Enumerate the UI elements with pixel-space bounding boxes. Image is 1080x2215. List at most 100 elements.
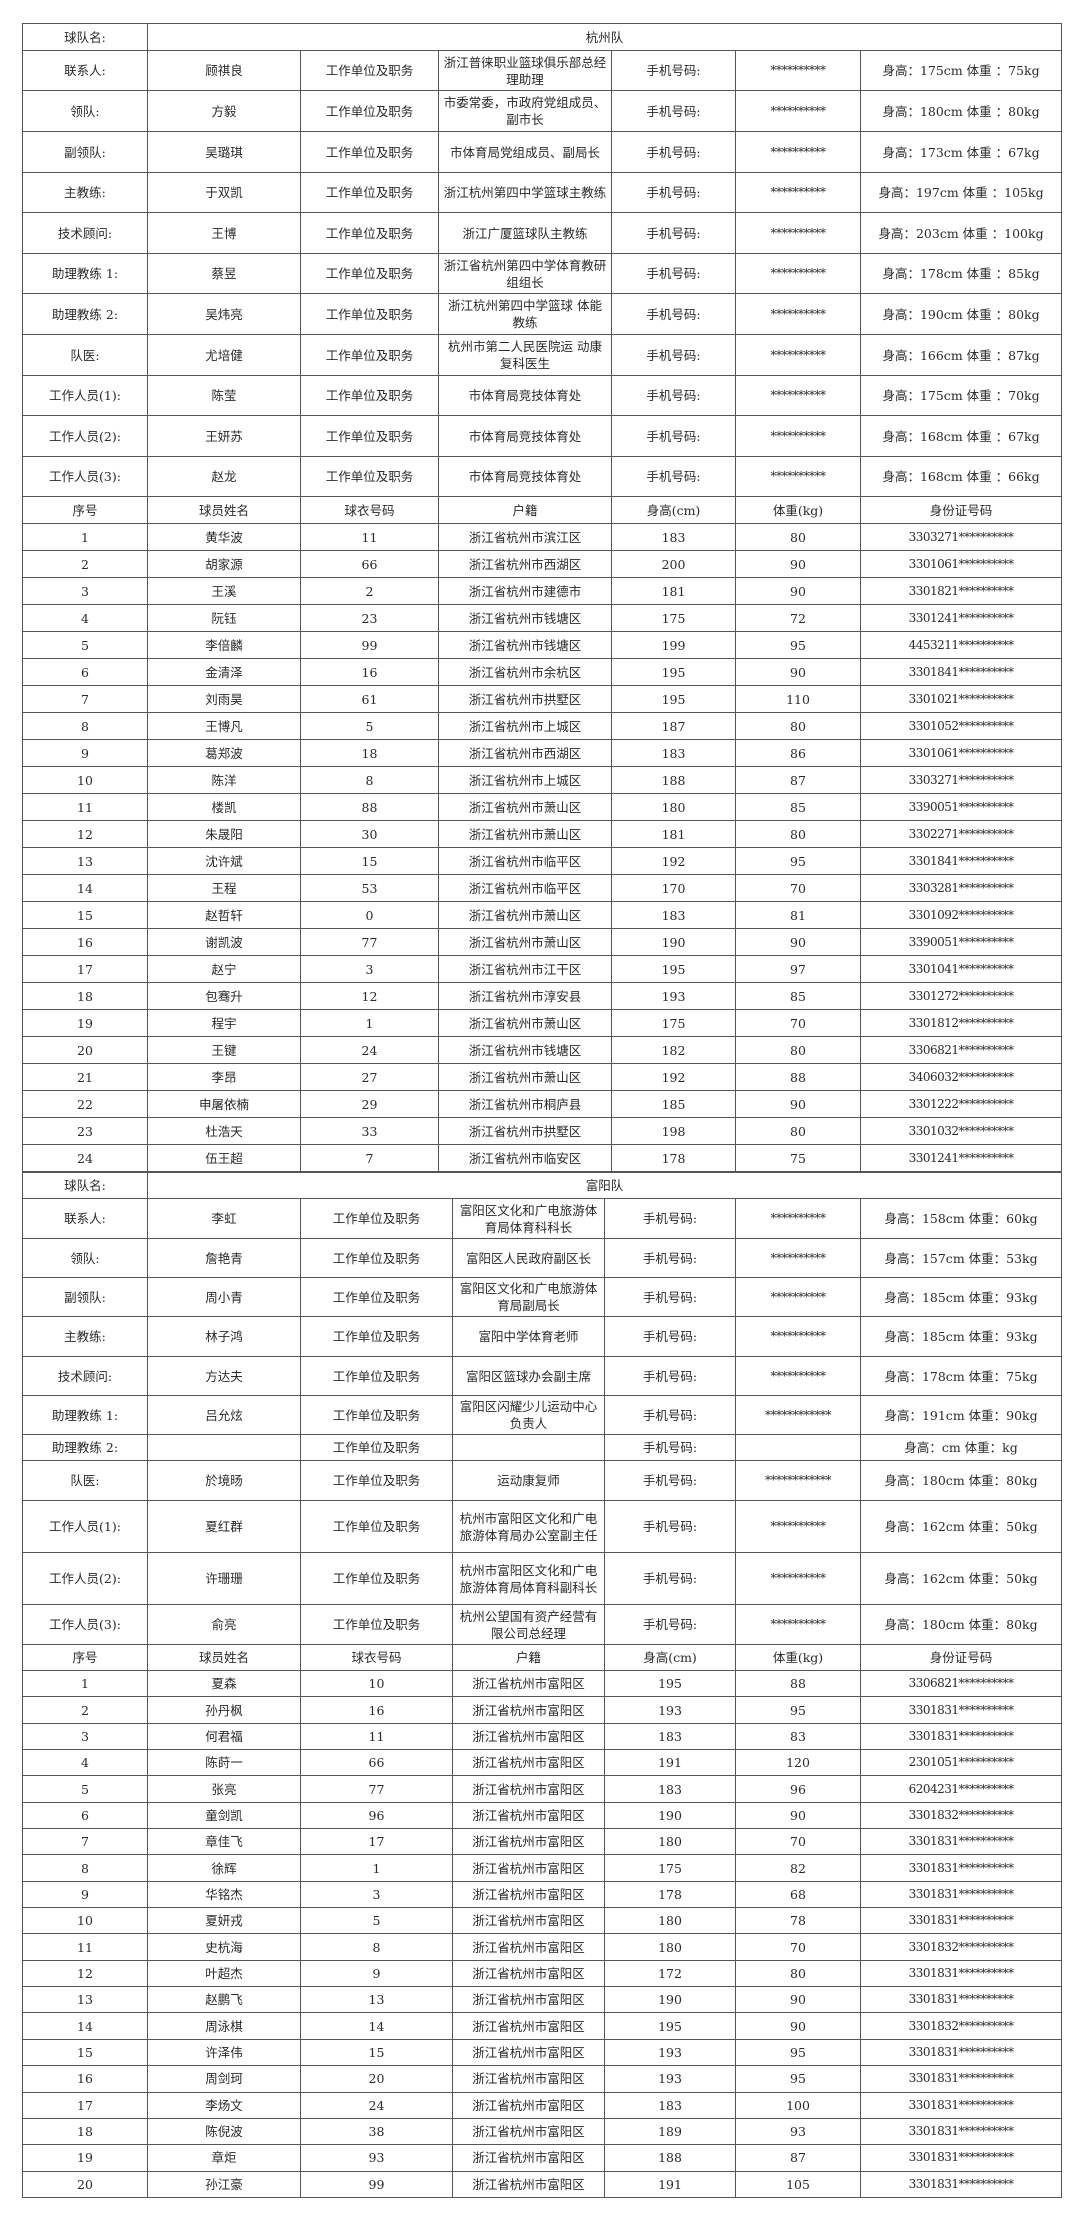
player-weight: 95 <box>735 1696 861 1724</box>
id-number: 2301051********** <box>859 1749 1063 1777</box>
player-row: 20 孙江豪 99 浙江省杭州市富阳区 191 105 3301831********** <box>22 2170 1063 2198</box>
phone-label: 手机号码: <box>611 131 736 173</box>
staff-unit: 浙江省杭州第四中学体育教研组组长 <box>438 253 612 294</box>
player-row: 19 程宇 1 浙江省杭州市萧山区 175 70 3301812********** <box>22 1009 1063 1037</box>
player-row: 8 王博凡 5 浙江省杭州市上城区 187 80 3301052********** <box>22 712 1063 740</box>
jersey-number: 99 <box>300 631 439 659</box>
player-height: 175 <box>604 1854 736 1882</box>
staff-height-weight: 身高：185cm 体重：93kg <box>859 1316 1063 1357</box>
staff-unit: 富阳区闪耀少儿运动中心负责人 <box>452 1395 605 1435</box>
id-number: 3302271********** <box>859 820 1063 848</box>
phone-label: 手机号码: <box>604 1395 736 1435</box>
household-registration: 浙江省杭州市淳安县 <box>438 982 612 1010</box>
staff-row: 工作人员(1): 陈莹 工作单位及职务 市体育局竞技体育处 手机号码: *********… <box>22 375 1063 416</box>
player-height: 188 <box>604 2144 736 2172</box>
player-height: 182 <box>611 1036 736 1064</box>
staff-phone: ********** <box>735 1316 861 1357</box>
player-height: 188 <box>611 766 736 794</box>
staff-row: 领队: 詹艳青 工作单位及职务 富阳区人民政府副区长 手机号码: ********** 身高… <box>22 1238 1063 1278</box>
player-weight: 70 <box>735 1933 861 1961</box>
staff-phone: ********** <box>735 212 861 254</box>
staff-role: 副领队: <box>22 1277 148 1317</box>
player-weight: 80 <box>735 523 861 551</box>
player-number: 11 <box>22 1933 148 1961</box>
household-registration: 浙江省杭州市临平区 <box>438 847 612 875</box>
household-registration: 浙江省杭州市萧山区 <box>438 901 612 929</box>
player-number: 20 <box>22 2170 148 2198</box>
player-number: 15 <box>22 2038 148 2067</box>
id-number: 3301041********** <box>859 955 1063 983</box>
jersey-number: 66 <box>300 1749 453 1777</box>
phone-label: 手机号码: <box>604 1434 736 1461</box>
staff-role: 工作人员(1): <box>22 1500 148 1553</box>
staff-phone: ********** <box>735 1552 861 1605</box>
staff-unit: 富阳区人民政府副区长 <box>452 1238 605 1278</box>
unit-label: 工作单位及职务 <box>300 1277 453 1317</box>
player-height: 175 <box>611 1009 736 1037</box>
jersey-number: 11 <box>300 1722 453 1751</box>
phone-label: 手机号码: <box>611 456 736 497</box>
player-name: 谢凯波 <box>147 928 301 956</box>
household-registration: 浙江省杭州市富阳区 <box>452 1696 605 1724</box>
staff-phone: ********** <box>735 1198 861 1239</box>
phone-label: 手机号码: <box>611 50 736 91</box>
id-number: 4453211********** <box>859 631 1063 659</box>
staff-height-weight: 身高：175cm 体重 ：75kg <box>859 50 1063 91</box>
household-registration: 浙江省杭州市萧山区 <box>438 1063 612 1091</box>
player-row: 6 童剑凯 96 浙江省杭州市富阳区 190 90 3301832********** <box>22 1801 1063 1830</box>
player-height: 193 <box>604 2038 736 2067</box>
player-name: 孙丹枫 <box>147 1696 301 1724</box>
player-height: 172 <box>604 1959 736 1988</box>
staff-row: 联系人: 李虹 工作单位及职务 富阳区文化和广电旅游体育局体育科科长 手机号码: ****… <box>22 1198 1063 1239</box>
player-row: 8 徐辉 1 浙江省杭州市富阳区 175 82 3301831********** <box>22 1854 1063 1882</box>
staff-role: 主教练: <box>22 172 148 213</box>
household-registration: 浙江省杭州市滨江区 <box>438 523 612 551</box>
household-registration: 浙江省杭州市富阳区 <box>452 1880 605 1909</box>
player-number: 14 <box>22 874 148 902</box>
staff-name: 夏红群 <box>147 1500 301 1553</box>
player-name: 华铭杰 <box>147 1880 301 1909</box>
staff-phone: ********** <box>735 1238 861 1278</box>
player-name: 周剑珂 <box>147 2065 301 2093</box>
player-height: 170 <box>611 874 736 902</box>
player-number: 8 <box>22 1854 148 1882</box>
staff-row: 主教练: 于双凯 工作单位及职务 浙江杭州第四中学篮球主教练 手机号码: ********… <box>22 172 1063 213</box>
id-number: 3301832********** <box>859 1933 1063 1961</box>
player-number: 22 <box>22 1090 148 1118</box>
jersey-number: 17 <box>300 1828 453 1856</box>
player-row: 4 陈莳一 66 浙江省杭州市富阳区 191 120 2301051********** <box>22 1749 1063 1777</box>
staff-row: 工作人员(2): 许珊珊 工作单位及职务 杭州市富阳区文化和广电旅游体育局体育科副科长… <box>22 1552 1063 1605</box>
household-registration: 浙江省杭州市富阳区 <box>452 1801 605 1830</box>
column-header: 体重(kg) <box>735 496 861 524</box>
staff-role: 助理教练 2: <box>22 293 148 335</box>
player-number: 6 <box>22 658 148 686</box>
phone-label: 手机号码: <box>604 1500 736 1553</box>
player-row: 12 叶超杰 9 浙江省杭州市富阳区 172 80 3301831********** <box>22 1959 1063 1988</box>
staff-role: 队医: <box>22 1460 148 1501</box>
roster-sheet: 球队名: 杭州队 联系人: 顾祺良 工作单位及职务 浙江普徕职业篮球俱乐部总经理助理 手机号… <box>22 23 1063 2198</box>
household-registration: 浙江省杭州市富阳区 <box>452 2038 605 2067</box>
jersey-number: 15 <box>300 847 439 875</box>
staff-row: 助理教练 1: 蔡昱 工作单位及职务 浙江省杭州第四中学体育教研组组长 手机号码: ***… <box>22 253 1063 294</box>
staff-unit: 市委常委，市政府党组成员、副市长 <box>438 90 612 132</box>
staff-role: 工作人员(1): <box>22 375 148 416</box>
player-weight: 68 <box>735 1880 861 1909</box>
staff-role: 主教练: <box>22 1316 148 1357</box>
jersey-number: 24 <box>300 2091 453 2119</box>
player-number: 9 <box>22 1880 148 1909</box>
staff-height-weight: 身高：162cm 体重：50kg <box>859 1500 1063 1553</box>
player-height: 178 <box>604 1880 736 1909</box>
staff-unit: 杭州市第二人民医院运 动康复科医生 <box>438 334 612 376</box>
household-registration: 浙江省杭州市富阳区 <box>452 1775 605 1803</box>
staff-phone: ********** <box>735 90 861 132</box>
player-weight: 70 <box>735 1828 861 1856</box>
player-name: 沈许斌 <box>147 847 301 875</box>
staff-phone: ********** <box>735 415 861 457</box>
phone-label: 手机号码: <box>604 1316 736 1357</box>
player-name: 王博凡 <box>147 712 301 740</box>
player-name: 史杭海 <box>147 1933 301 1961</box>
staff-row: 技术顾问: 王博 工作单位及职务 浙江广厦篮球队主教练 手机号码: ********** 身… <box>22 212 1063 254</box>
team-name-label: 球队名: <box>22 1172 148 1199</box>
player-row: 2 胡家源 66 浙江省杭州市西湖区 200 90 3301061********** <box>22 550 1063 578</box>
household-registration: 浙江省杭州市萧山区 <box>438 793 612 821</box>
